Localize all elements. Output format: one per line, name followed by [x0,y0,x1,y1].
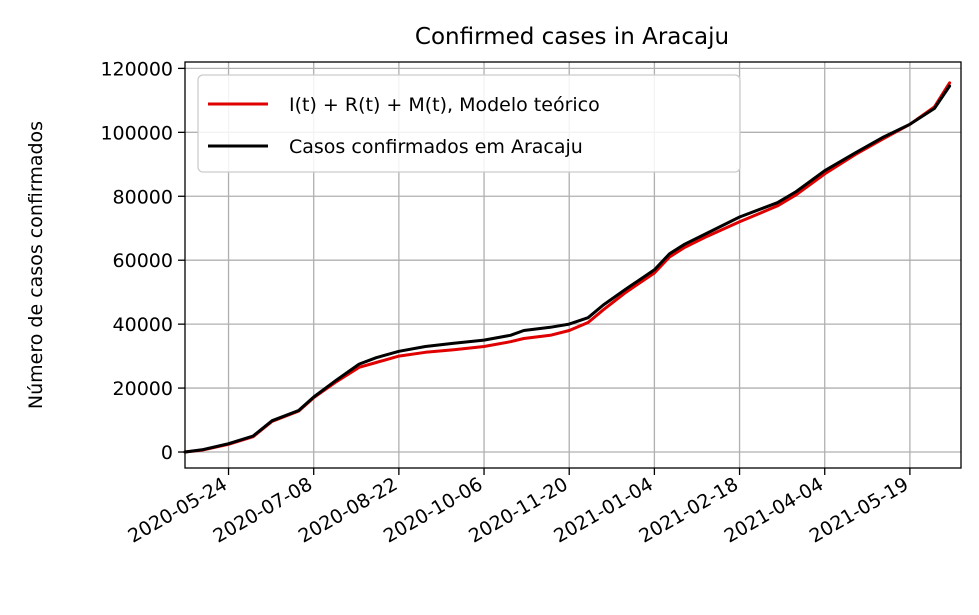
y-tick-label: 120000 [100,58,173,80]
y-axis-label: Número de casos confirmados [25,121,47,409]
y-tick-label: 60000 [113,250,173,272]
legend-box [197,74,741,173]
series-line-observed [183,84,952,454]
y-tick-label: 40000 [113,314,173,336]
y-tick-label: 80000 [113,186,173,208]
plot-frame [184,61,962,469]
y-tick-label: 100000 [100,122,173,144]
legend-label-model: I(t) + R(t) + M(t), Modelo teórico [289,94,600,116]
legend-label-observed: Casos confirmados em Aracaju [289,136,583,158]
series-layer [183,81,952,454]
y-tick-label: 0 [161,442,173,464]
chart-title: Confirmed cases in Aracaju [415,24,729,50]
y-tick-label: 20000 [113,378,173,400]
legend: I(t) + R(t) + M(t), Modelo teórico Casos… [197,74,741,173]
